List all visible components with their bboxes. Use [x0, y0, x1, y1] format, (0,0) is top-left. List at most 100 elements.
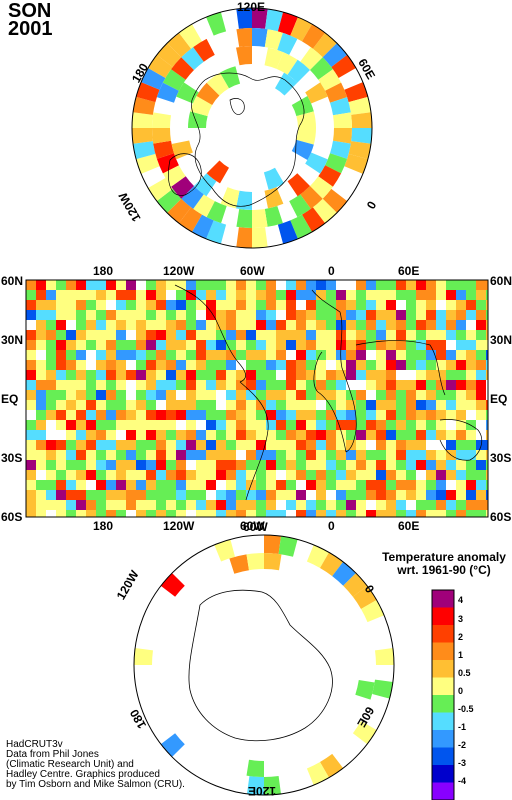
north-polar-cell [252, 209, 268, 229]
legend-title-line2: wrt. 1961-90 (°C) [397, 563, 491, 577]
world-cell [296, 490, 306, 500]
world-cell [126, 500, 136, 510]
world-cell [416, 310, 426, 320]
world-cell [166, 340, 176, 350]
world-cell [56, 410, 66, 420]
world-cell [66, 380, 76, 390]
world-cell [296, 350, 306, 360]
world-cell [276, 350, 286, 360]
world-cell [206, 400, 216, 410]
north-polar-cell [156, 43, 182, 68]
world-cell [76, 470, 86, 480]
world-cell [156, 360, 166, 370]
world-cell [166, 330, 176, 340]
world-cell [26, 330, 36, 340]
world-cell [96, 450, 106, 460]
world-cell [396, 330, 406, 340]
world-cell [266, 500, 276, 510]
world-cell [426, 420, 436, 430]
world-cell [486, 400, 488, 410]
world-cell [156, 410, 166, 420]
world-cell [276, 380, 286, 390]
left-lat-30n: 30N [1, 333, 24, 347]
world-cell [206, 380, 216, 390]
world-cell [336, 500, 346, 510]
world-cell [136, 380, 146, 390]
world-cell [376, 280, 386, 290]
north-polar-outline [131, 7, 373, 249]
north-polar-cell [236, 27, 252, 47]
north-polar-cell [325, 153, 348, 174]
south-polar-cell [246, 553, 264, 571]
north-polar-cell [318, 69, 342, 91]
top-lon-60w: 60W [240, 264, 265, 278]
north-polar-cell [236, 227, 252, 248]
world-cell [196, 290, 206, 300]
world-cell [206, 500, 216, 510]
world-cell [106, 390, 116, 400]
world-cell [436, 280, 446, 290]
world-cell [36, 290, 46, 300]
world-cell [236, 310, 246, 320]
world-cell [186, 330, 196, 340]
world-cell [386, 470, 396, 480]
world-cell [416, 370, 426, 380]
world-cell [326, 310, 336, 320]
world-cell [46, 310, 56, 320]
world-cell [466, 430, 476, 440]
world-cell [486, 480, 488, 490]
world-cell [106, 500, 116, 510]
world-cell [116, 450, 126, 460]
world-cell [346, 350, 356, 360]
world-cell [176, 330, 186, 340]
world-cell [476, 480, 486, 490]
world-cell [456, 360, 466, 370]
world-cell [116, 500, 126, 510]
world-cell [266, 470, 276, 480]
world-cell [236, 490, 246, 500]
world-cell [26, 290, 36, 300]
world-cell [146, 490, 156, 500]
world-cell [486, 280, 488, 290]
world-cell [456, 350, 466, 360]
world-cell [166, 460, 176, 470]
world-cell [336, 390, 346, 400]
world-cell [126, 490, 136, 500]
north-polar-cell [188, 111, 208, 128]
world-cell [316, 510, 326, 517]
world-cell [306, 320, 316, 330]
world-cell [46, 400, 56, 410]
world-cell [206, 350, 216, 360]
north-polar-cell [351, 112, 372, 128]
world-cell [446, 360, 456, 370]
world-cell [326, 330, 336, 340]
world-cell [186, 300, 196, 310]
world-cell [376, 470, 386, 480]
world-cell [196, 490, 206, 500]
world-cell [166, 470, 176, 480]
world-cell [266, 280, 276, 290]
world-cell [356, 440, 366, 450]
world-cell [406, 510, 416, 517]
world-cell [256, 430, 266, 440]
north-polar-cell [133, 96, 156, 115]
world-cell [226, 440, 236, 450]
north-polar-cell [167, 198, 192, 224]
north-polar-cell [141, 68, 166, 90]
world-cell [396, 440, 406, 450]
world-cell [116, 410, 126, 420]
world-cell [436, 330, 446, 340]
world-cell [426, 390, 436, 400]
world-cell [386, 460, 396, 470]
world-cell [286, 490, 296, 500]
world-cell [256, 500, 266, 510]
world-cell [326, 320, 336, 330]
world-cell [66, 450, 76, 460]
world-cell [106, 480, 116, 490]
world-cell [216, 500, 226, 510]
north-polar-cell [148, 54, 173, 78]
world-cell [236, 430, 246, 440]
world-cell [186, 450, 196, 460]
world-cell [406, 380, 416, 390]
world-cell [456, 410, 466, 420]
